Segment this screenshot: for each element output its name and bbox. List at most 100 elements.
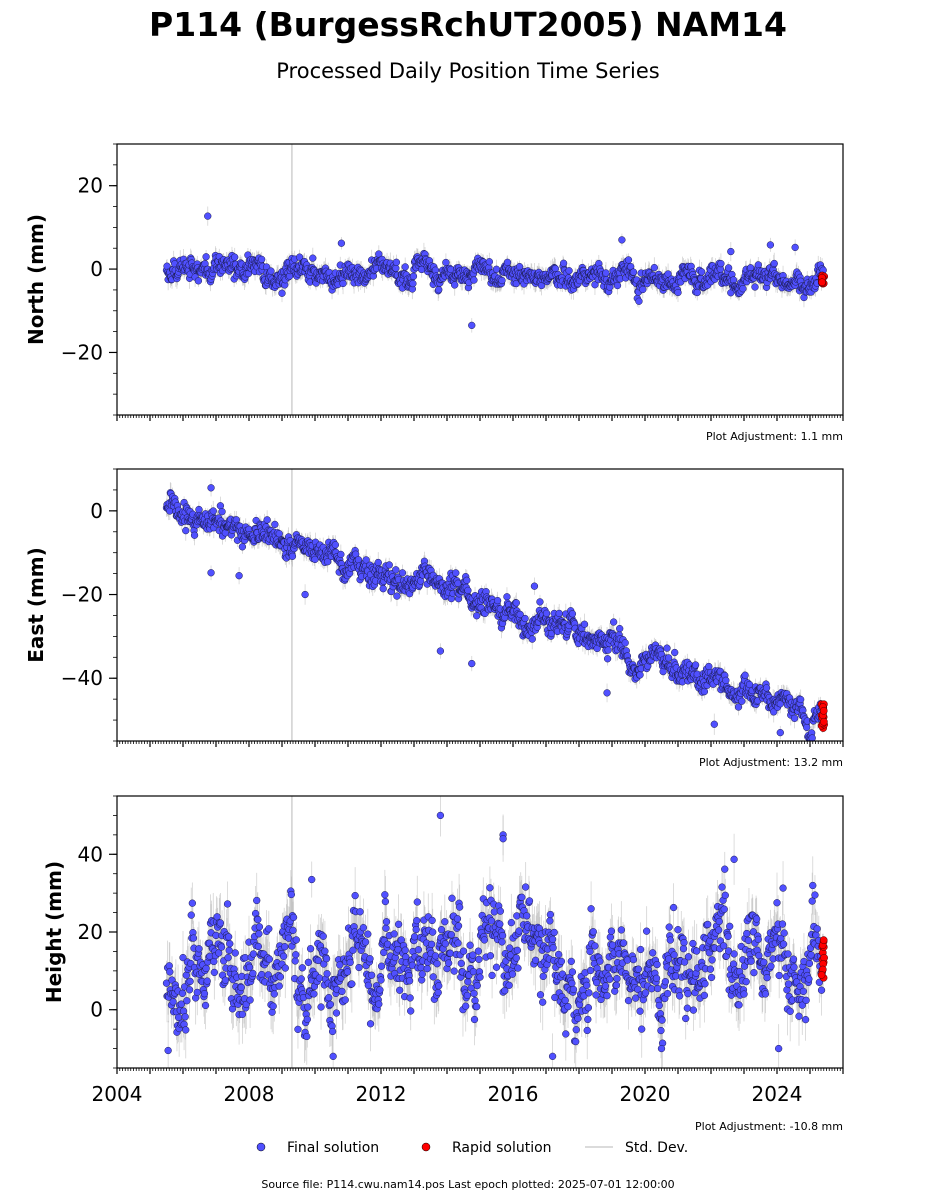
height-final-point [178, 989, 187, 997]
height-final-point [550, 928, 558, 937]
height-final-point [445, 959, 453, 967]
east-y-axis-label: East (mm) [24, 547, 48, 663]
height-final-point [548, 1052, 557, 1060]
height-final-point [518, 893, 526, 901]
height-final-point [539, 998, 547, 1006]
east-final-point [288, 552, 297, 560]
north-y-tick-label: 0 [90, 257, 103, 281]
height-final-point [292, 951, 300, 959]
east-final-point [738, 697, 746, 705]
height-final-point [508, 970, 517, 978]
height-final-point [368, 971, 376, 979]
east-final-point [808, 734, 816, 741]
height-final-point [498, 931, 507, 940]
height-final-point [201, 1001, 210, 1010]
height-final-point [583, 981, 591, 990]
height-final-point [799, 987, 808, 996]
height-final-point [767, 962, 775, 970]
north-final-point [485, 258, 494, 266]
north-final-point [650, 263, 658, 272]
height-final-point [254, 942, 263, 951]
height-final-point [341, 996, 349, 1004]
height-final-point [304, 1003, 312, 1011]
height-final-point [265, 955, 274, 963]
height-final-point [469, 968, 478, 976]
north-y-axis-label: North (mm) [24, 214, 48, 345]
east-final-point [271, 520, 279, 529]
legend-final-marker [256, 1142, 266, 1152]
legend-std-label: Std. Dev. [625, 1140, 688, 1156]
height-final-point [653, 960, 661, 969]
height-final-point [217, 943, 226, 951]
north-final-point [515, 262, 524, 271]
height-final-point [448, 894, 456, 902]
height-final-point [743, 929, 751, 938]
height-final-point [740, 990, 748, 998]
height-final-point [189, 934, 198, 942]
height-final-point [466, 941, 474, 949]
height-final-point [323, 970, 331, 978]
height-final-point [441, 940, 450, 948]
height-final-point [166, 968, 174, 976]
east-y-axis: −40 −20 0 [61, 468, 117, 742]
north-final-point [613, 281, 622, 290]
height-final-point [437, 926, 446, 934]
east-rapid-point [820, 717, 828, 726]
height-final-point [249, 969, 257, 978]
height-final-point [539, 972, 547, 981]
east-final-point [621, 639, 629, 647]
east-final-point [610, 618, 618, 626]
height-final-point [226, 940, 234, 948]
height-final-point [447, 931, 456, 939]
east-final-point [182, 526, 190, 535]
height-final-point [361, 938, 370, 946]
height-final-point [724, 947, 733, 955]
height-final-point [498, 938, 506, 946]
north-plot-adjustment: Plot Adjustment: 1.1 mm [706, 430, 843, 443]
height-final-point [165, 962, 173, 970]
height-final-point [742, 978, 750, 986]
height-final-point [182, 1026, 190, 1034]
height-final-point [321, 947, 329, 955]
height-final-point [636, 1007, 644, 1015]
height-final-point [720, 905, 728, 913]
height-final-point [364, 930, 372, 938]
height-final-point [469, 951, 477, 959]
east-final-point [452, 569, 460, 577]
east-final-point [209, 507, 217, 515]
north-final-point [674, 288, 682, 297]
height-final-point [496, 920, 504, 928]
north-y-tick-label: 20 [78, 174, 103, 198]
north-final-point [492, 265, 501, 273]
height-final-point [715, 926, 723, 934]
height-final-point [401, 946, 409, 954]
north-final-point [392, 258, 401, 266]
height-final-point [780, 929, 788, 937]
height-final-point [297, 975, 305, 983]
height-final-point [617, 926, 625, 934]
height-final-point [683, 1004, 691, 1012]
x-tick-label: 2020 [620, 1082, 671, 1106]
east-final-point [671, 648, 679, 657]
height-final-point [562, 1030, 570, 1038]
height-final-point [706, 965, 715, 973]
height-final-point [801, 1015, 810, 1024]
height-final-point [382, 918, 391, 926]
height-final-point [186, 977, 194, 986]
east-y-tick-label: 0 [90, 499, 103, 523]
height-final-point [567, 957, 575, 965]
height-final-point [405, 977, 414, 985]
height-final-point [203, 977, 211, 985]
height-final-point [674, 926, 682, 934]
height-final-point [715, 917, 723, 926]
height-final-point [303, 1015, 311, 1024]
north-final-point [751, 283, 759, 291]
height-final-point [454, 939, 462, 947]
east-rapid-point [819, 706, 828, 715]
north-final-point [337, 239, 346, 247]
height-final-point [718, 883, 726, 891]
north-final-point [624, 256, 633, 264]
height-final-point [328, 1027, 337, 1036]
height-final-point [514, 964, 522, 972]
